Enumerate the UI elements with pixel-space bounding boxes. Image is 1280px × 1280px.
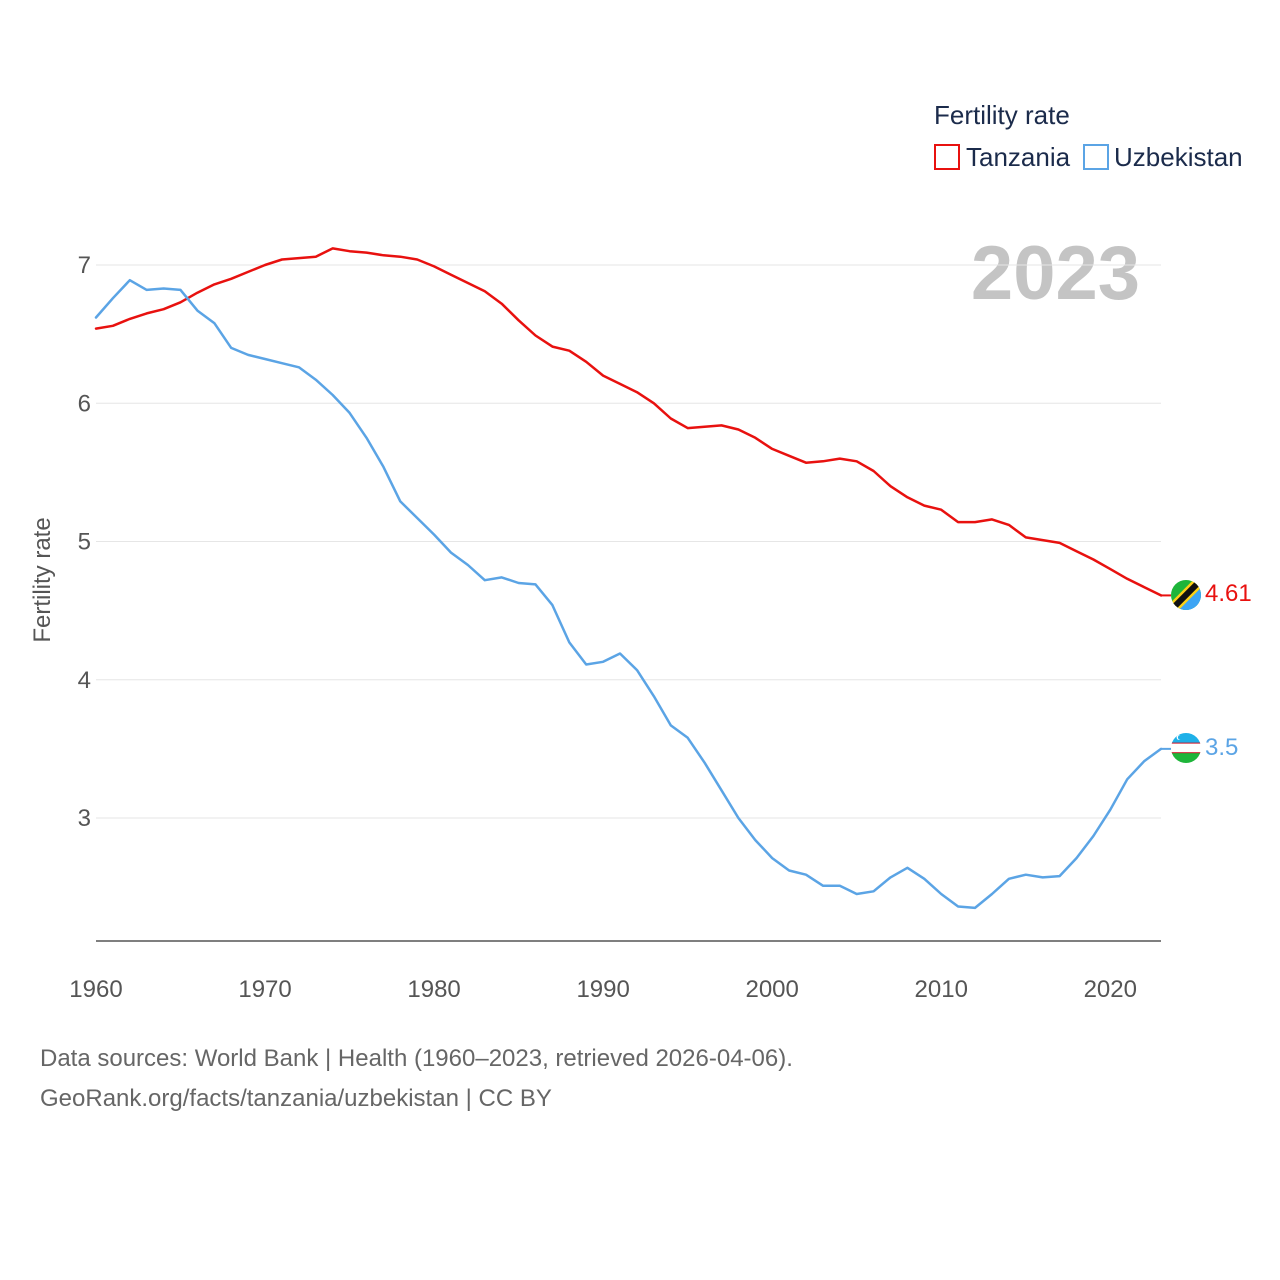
tanzania-flag-icon bbox=[1171, 580, 1201, 610]
tanzania-end-value: 4.61 bbox=[1205, 580, 1252, 607]
y-tick-label: 7 bbox=[78, 252, 91, 279]
legend-swatch-tanzania[interactable] bbox=[934, 144, 960, 170]
x-tick-label: 2020 bbox=[1084, 976, 1137, 1003]
x-tick-label: 1980 bbox=[407, 976, 460, 1003]
y-axis-title: Fertility rate bbox=[29, 517, 56, 642]
legend-label-tanzania[interactable]: Tanzania bbox=[966, 142, 1071, 172]
legend: Fertility rate Tanzania Uzbekistan bbox=[934, 100, 1243, 172]
x-tick-label: 2000 bbox=[745, 976, 798, 1003]
y-axis-ticks: 7 6 5 4 3 bbox=[78, 252, 91, 832]
y-tick-label: 3 bbox=[78, 805, 91, 832]
gridlines bbox=[96, 264, 1161, 819]
legend-title: Fertility rate bbox=[934, 100, 1070, 130]
x-axis-ticks: 1960 1970 1980 1990 2000 2010 2020 bbox=[69, 976, 1137, 1003]
y-tick-label: 5 bbox=[78, 529, 91, 556]
series-line-uzbekistan[interactable] bbox=[94, 278, 1163, 910]
uzbekistan-end-value: 3.5 bbox=[1205, 734, 1238, 761]
legend-swatch-uzbekistan[interactable] bbox=[1083, 144, 1109, 170]
x-tick-label: 1960 bbox=[69, 976, 122, 1003]
uzbekistan-end-marker: 3.5 bbox=[1161, 733, 1238, 763]
x-tick-label: 1970 bbox=[238, 976, 291, 1003]
x-tick-label: 1990 bbox=[576, 976, 629, 1003]
data-sources-text: Data sources: World Bank | Health (1960–… bbox=[40, 1045, 793, 1072]
series-line-tanzania[interactable] bbox=[94, 247, 1163, 597]
y-tick-label: 6 bbox=[78, 390, 91, 417]
x-tick-label: 2010 bbox=[915, 976, 968, 1003]
series-lines bbox=[94, 247, 1163, 910]
current-year-label: 2023 bbox=[971, 231, 1140, 316]
legend-label-uzbekistan[interactable]: Uzbekistan bbox=[1114, 142, 1243, 172]
source-url-license[interactable]: GeoRank.org/facts/tanzania/uzbekistan | … bbox=[40, 1085, 552, 1112]
uzbekistan-flag-icon bbox=[1171, 733, 1201, 763]
y-tick-label: 4 bbox=[78, 667, 91, 694]
tanzania-end-marker: 4.61 bbox=[1161, 580, 1252, 610]
